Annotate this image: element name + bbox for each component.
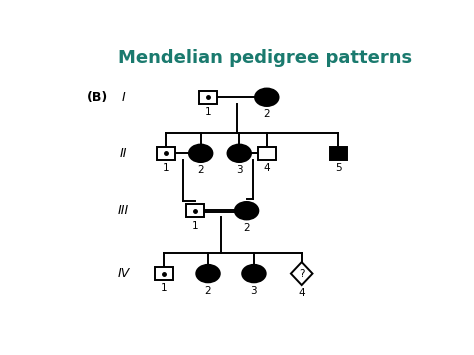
Text: 2: 2	[205, 286, 211, 296]
Bar	[199, 91, 217, 104]
Text: 1: 1	[163, 163, 169, 173]
Bar	[155, 267, 173, 280]
Text: 4: 4	[299, 288, 305, 298]
Text: 2: 2	[264, 109, 270, 119]
Text: 1: 1	[192, 220, 199, 230]
Text: IV: IV	[118, 267, 130, 280]
Text: 1: 1	[161, 283, 167, 294]
Circle shape	[235, 202, 258, 219]
Circle shape	[189, 144, 212, 162]
Circle shape	[228, 144, 251, 162]
Text: 4: 4	[264, 163, 270, 173]
Text: 1: 1	[205, 107, 211, 117]
Bar	[157, 147, 174, 160]
Text: 3: 3	[251, 286, 257, 296]
Text: (B): (B)	[87, 91, 109, 104]
Circle shape	[255, 88, 279, 106]
Bar	[258, 147, 275, 160]
Bar	[329, 147, 347, 160]
Text: I: I	[122, 91, 126, 104]
Circle shape	[242, 265, 266, 282]
Text: ?: ?	[299, 269, 304, 279]
Circle shape	[196, 265, 220, 282]
Bar	[186, 204, 204, 217]
Text: Mendelian pedigree patterns: Mendelian pedigree patterns	[118, 49, 412, 67]
Text: 5: 5	[335, 163, 342, 173]
Text: III: III	[118, 204, 129, 217]
Text: II: II	[120, 147, 128, 160]
Text: 2: 2	[243, 223, 250, 233]
Text: 2: 2	[197, 165, 204, 175]
Text: 3: 3	[236, 165, 243, 175]
Polygon shape	[291, 262, 312, 285]
